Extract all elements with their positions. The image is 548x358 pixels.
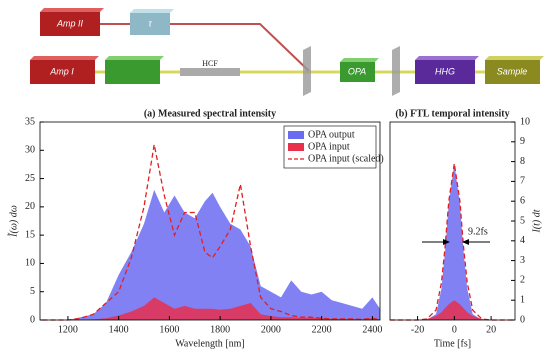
y-tick-label: 4	[520, 235, 525, 246]
opa-box: OPA	[340, 58, 379, 82]
area	[42, 189, 380, 320]
x-tick-label: -20	[411, 324, 424, 335]
amp1-box: Amp I	[30, 56, 99, 84]
x-tick-label: 2000	[261, 324, 281, 335]
chart-title: (b) FTL temporal intensity	[395, 108, 509, 119]
x-axis-label: Time [fs]	[434, 338, 471, 349]
y-tick-label: 10	[520, 116, 530, 127]
legend-label: OPA output	[308, 129, 355, 140]
y-tick-label: 20	[25, 201, 35, 212]
x-tick-label: 1600	[159, 324, 179, 335]
x-axis-label: Wavelength [nm]	[175, 338, 244, 349]
y-axis-label: I(t) dt	[531, 209, 542, 233]
y-tick-label: 25	[25, 173, 35, 184]
hcf-fiber	[180, 68, 240, 76]
area	[390, 300, 515, 320]
y-tick-label: 0	[520, 314, 525, 325]
amp1-label: Amp I	[49, 66, 74, 76]
y-tick-label: 2	[520, 275, 525, 286]
y-tick-label: 35	[25, 116, 35, 127]
amp2-box: Amp II	[40, 8, 104, 36]
legend-swatch	[288, 143, 304, 151]
arrow-head	[443, 239, 450, 245]
hhg-label: HHG	[435, 66, 455, 76]
y-tick-label: 6	[520, 195, 525, 206]
y-tick-label: 1	[520, 294, 525, 305]
area	[42, 297, 380, 320]
setup-diagram: Amp II τ Amp I HCF OPA HHG Sample	[0, 0, 548, 100]
plate	[392, 46, 400, 96]
chart-title: (a) Measured spectral intensity	[144, 108, 276, 119]
plate	[303, 46, 311, 96]
hcf-label: HCF	[202, 59, 218, 68]
dashed-line	[390, 163, 515, 321]
y-axis-label: Ĩ(ω) dω	[7, 205, 19, 238]
area	[390, 163, 515, 320]
fwhm-arrows	[422, 239, 490, 245]
x-tick-label: 2200	[312, 324, 332, 335]
y-tick-label: 5	[520, 215, 525, 226]
sample-box: Sample	[485, 56, 544, 84]
opa-label: OPA	[348, 66, 366, 76]
y-tick-label: 9	[520, 136, 525, 147]
x-tick-label: 0	[452, 324, 457, 335]
x-tick-label: 2400	[362, 324, 382, 335]
y-tick-label: 30	[25, 145, 35, 156]
plot-frame	[39, 121, 381, 321]
legend-label: OPA input	[308, 141, 350, 152]
y-tick-label: 3	[520, 255, 525, 266]
y-tick-label: 15	[25, 229, 35, 240]
y-tick-label: 10	[25, 258, 35, 269]
delay-label: τ	[148, 18, 152, 28]
y-tick-label: 0	[30, 314, 35, 325]
delay-box: τ	[130, 9, 174, 35]
x-tick-label: 1800	[210, 324, 230, 335]
beam	[170, 23, 311, 73]
arrow-head	[462, 239, 469, 245]
legend-label: OPA input (scaled)	[308, 153, 384, 164]
dashed-line	[42, 144, 381, 321]
sample-label: Sample	[497, 66, 528, 76]
annotation: 9.2fs	[468, 226, 488, 237]
legend-swatch	[288, 131, 304, 139]
y-tick-label: 5	[30, 286, 35, 297]
hhg-box: HHG	[415, 56, 479, 84]
x-tick-label: 1400	[109, 324, 129, 335]
x-tick-label: 1200	[58, 324, 78, 335]
x-tick-label: 20	[486, 324, 496, 335]
amp2-label: Amp II	[56, 18, 84, 28]
green-box	[105, 56, 164, 84]
y-tick-label: 7	[520, 176, 525, 187]
y-tick-label: 8	[520, 156, 525, 167]
